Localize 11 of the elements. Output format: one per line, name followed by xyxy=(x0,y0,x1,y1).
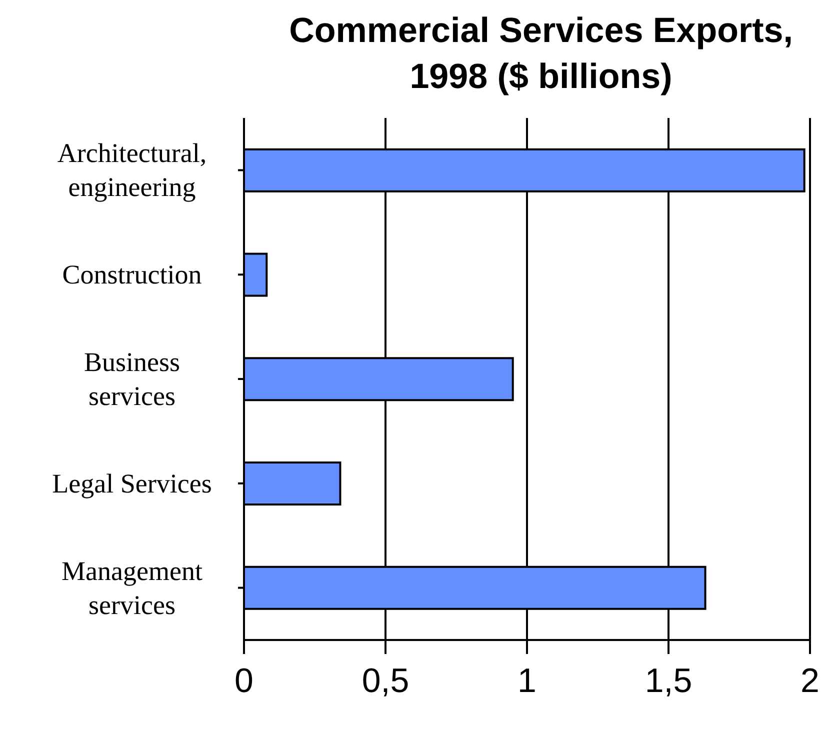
x-tick-label: 1 xyxy=(518,662,536,700)
y-tick-label: Legal Services xyxy=(52,468,212,498)
y-tick-label: Management services xyxy=(62,556,203,620)
y-tick-label: Construction xyxy=(62,260,202,290)
x-tick-label: 2 xyxy=(800,662,820,700)
chart-title: Commercial Services Exports, 1998 ($ billions) xyxy=(288,10,794,98)
x-tick-label: 1,5 xyxy=(644,662,692,700)
y-tick-label: Business services xyxy=(84,347,180,411)
x-tick-label: 0,5 xyxy=(362,662,410,700)
x-tick-label: 0 xyxy=(234,662,254,700)
y-tick-label: Architectural, engineering xyxy=(57,138,207,202)
